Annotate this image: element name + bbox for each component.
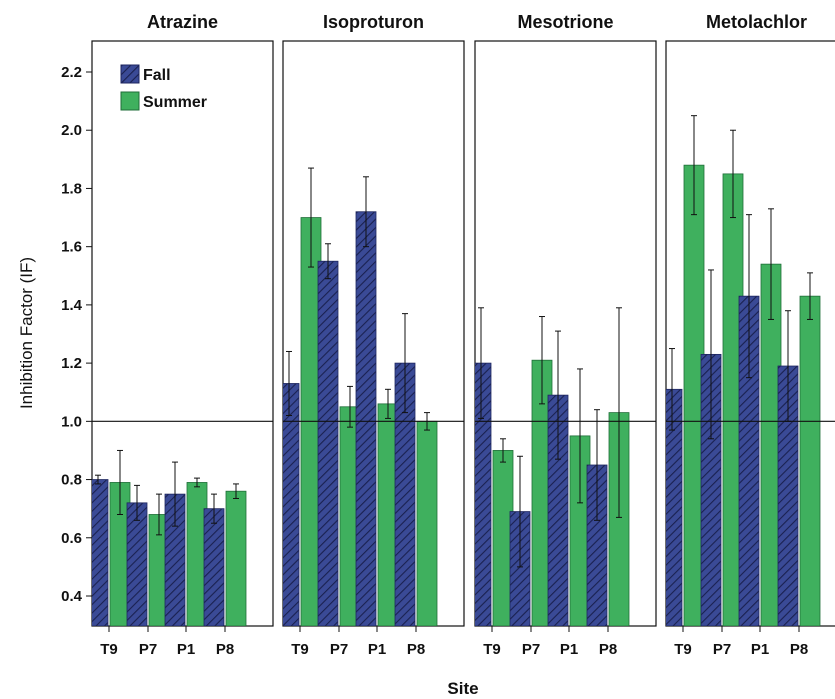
error-bar: [594, 409, 600, 521]
error-bar: [325, 243, 331, 280]
bar-fall-p7: [126, 502, 148, 626]
legend-label: Fall: [143, 67, 171, 84]
x-tick-label: P1: [368, 641, 386, 658]
x-tick-label: T9: [291, 641, 309, 658]
y-tick-label: 1.6: [61, 239, 82, 256]
error-bar: [172, 461, 178, 527]
x-tick-label: T9: [483, 641, 501, 658]
legend-item-fall: Fall: [120, 64, 171, 84]
error-bar: [363, 176, 369, 248]
error-bar: [233, 483, 239, 499]
y-tick-label: 1.2: [61, 355, 82, 372]
y-tick-label: 2.2: [61, 64, 82, 81]
y-tick-label: 1.0: [61, 413, 82, 430]
bar-fall-t9: [92, 479, 109, 626]
legend-swatch: [120, 64, 140, 84]
x-tick-label: P8: [216, 641, 234, 658]
error-bar: [517, 455, 523, 568]
error-bar: [708, 269, 714, 440]
x-tick-label: T9: [674, 641, 692, 658]
error-bar: [768, 208, 774, 320]
x-tick-label: P1: [177, 641, 195, 658]
error-bar: [691, 115, 697, 216]
x-tick-label: P1: [751, 641, 769, 658]
panel-mesotrione: Mesotrione T9 P7 P1 P8: [474, 12, 657, 658]
error-bar: [669, 348, 675, 431]
x-tick-label: P7: [139, 641, 157, 658]
error-bar: [478, 307, 484, 419]
bar-fall-p1: [355, 211, 377, 626]
legend-item-summer: Summer: [120, 91, 207, 111]
panel-title: Metolachlor: [706, 12, 807, 32]
legend-label: Summer: [143, 94, 207, 111]
x-tick-label: P7: [522, 641, 540, 658]
x-tick-label: P8: [599, 641, 617, 658]
error-bar: [555, 330, 561, 460]
error-bar: [194, 477, 200, 488]
legend: Fall Summer: [120, 64, 207, 111]
bar-summer-p8: [799, 295, 821, 626]
y-tick-label: 1.4: [61, 297, 83, 314]
y-axis-title: Inhibition Factor (IF): [17, 257, 36, 409]
error-bar: [95, 474, 101, 485]
x-tick-label: P7: [713, 641, 731, 658]
error-bar: [308, 167, 314, 268]
bar-fall-t9: [283, 383, 300, 626]
error-bar: [746, 214, 752, 379]
x-tick-label: P8: [407, 641, 425, 658]
error-bar: [539, 316, 545, 405]
panel-atrazine: Atrazine T9 P7 P1 P8: [91, 12, 274, 658]
y-tick-label: 0.4: [61, 588, 83, 605]
y-tick-label: 0.8: [61, 472, 82, 489]
y-axis: 0.4 0.6 0.8 1.0 1.2 1.4 1.6 1.8 2.0 2.2: [61, 64, 92, 605]
error-bar: [616, 307, 622, 518]
y-tick-label: 2.0: [61, 122, 82, 139]
error-bar: [117, 449, 123, 515]
legend-swatch: [120, 91, 140, 111]
error-bar: [134, 484, 140, 521]
panel-isoproturon: Isoproturon T9 P7 P1 P8: [282, 12, 465, 658]
error-bar: [500, 438, 506, 463]
bar-summer-p8: [416, 420, 438, 626]
error-bar: [156, 493, 162, 536]
error-bar: [807, 272, 813, 320]
x-tick-label: P1: [560, 641, 578, 658]
error-bar: [577, 368, 583, 504]
bar-summer-p8: [225, 490, 247, 626]
panel-title: Isoproturon: [323, 12, 424, 32]
error-bar: [402, 313, 408, 414]
x-tick-label: P7: [330, 641, 348, 658]
panel-title: Atrazine: [147, 12, 218, 32]
bar-fall-p8: [203, 508, 225, 626]
error-bar: [385, 388, 391, 419]
panel-metolachlor: Metolachlor T9 P7 P1 P8: [665, 12, 835, 658]
y-tick-label: 0.6: [61, 530, 82, 547]
bar-fall-p7: [317, 260, 339, 626]
error-bar: [730, 129, 736, 219]
panel-title: Mesotrione: [517, 12, 613, 32]
x-axis-title: Site: [447, 679, 478, 698]
error-bar: [286, 350, 292, 417]
y-tick-label: 1.8: [61, 180, 82, 197]
x-tick-label: P8: [790, 641, 808, 658]
x-tick-label: T9: [100, 641, 118, 658]
error-bar: [347, 385, 353, 428]
error-bar: [211, 493, 217, 524]
